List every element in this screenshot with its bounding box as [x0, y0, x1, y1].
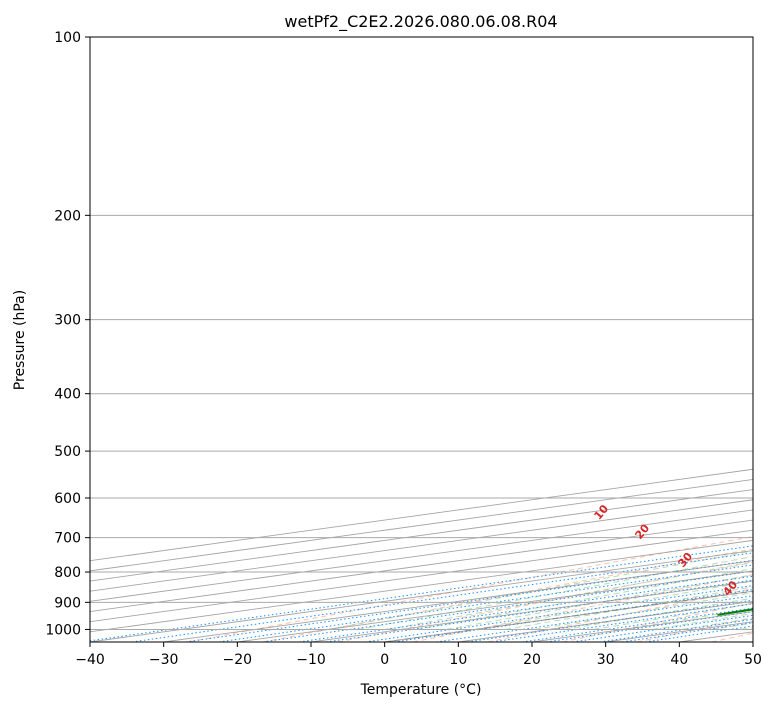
axes: −40 −30 −20 −10 0 10 20 30 40 50 100 200 300 400 500 60… [45, 30, 762, 668]
mixing-ratio-line [218, 564, 753, 642]
chart-title: wetPf2_C2E2.2026.080.06.08.R04 [284, 12, 557, 32]
isotherm-line [90, 499, 753, 592]
x-tick-label: 40 [670, 652, 688, 668]
y-tick-label: 700 [54, 531, 81, 547]
plot-area [90, 37, 753, 642]
y-tick-label: 600 [54, 491, 81, 507]
x-axis-label: Temperature (°C) [360, 682, 482, 698]
isotherm-line [90, 529, 753, 623]
y-tick-label: 500 [54, 444, 81, 460]
mixing-ratio-line [262, 570, 753, 642]
isotherm-line [90, 478, 753, 572]
x-tick-label: −10 [296, 652, 326, 668]
x-tick-label: 50 [744, 652, 762, 668]
moist-adiabat [475, 580, 753, 630]
x-tick-label: 20 [523, 652, 541, 668]
dry-adiabat [188, 536, 753, 642]
moist-adiabat [416, 568, 753, 630]
y-tick-label: 1000 [45, 622, 81, 638]
y-tick-label: 900 [54, 595, 81, 611]
x-tick-label: −20 [223, 652, 253, 668]
x-tick-label: 10 [449, 652, 467, 668]
y-tick-label: 100 [54, 30, 81, 46]
isotherm-line [90, 468, 753, 562]
isotherm-line [90, 509, 753, 602]
isotherm-line [90, 489, 753, 582]
x-tick-label: 0 [380, 652, 389, 668]
mixing-ratio-line [131, 552, 753, 642]
mixing-ratio-line [572, 614, 753, 642]
x-tick-label: 30 [597, 652, 615, 668]
y-axis-label: Pressure (hPa) [12, 290, 28, 390]
y-tick-label: 200 [54, 208, 81, 224]
x-tick-label: −30 [149, 652, 179, 668]
isotherm-line [90, 519, 753, 612]
isotherm-line [90, 539, 753, 633]
moist-adiabat [357, 556, 753, 630]
y-tick-label: 400 [54, 387, 81, 403]
y-tick-label: 300 [54, 313, 81, 329]
y-tick-label: 800 [54, 565, 81, 581]
x-tick-label: −40 [75, 652, 105, 668]
moist-adiabat [328, 550, 753, 630]
plot-frame [89, 36, 754, 643]
moist-adiabat [387, 562, 753, 630]
dry-adiabat [338, 561, 753, 642]
mixing-ratio-line [522, 607, 753, 642]
